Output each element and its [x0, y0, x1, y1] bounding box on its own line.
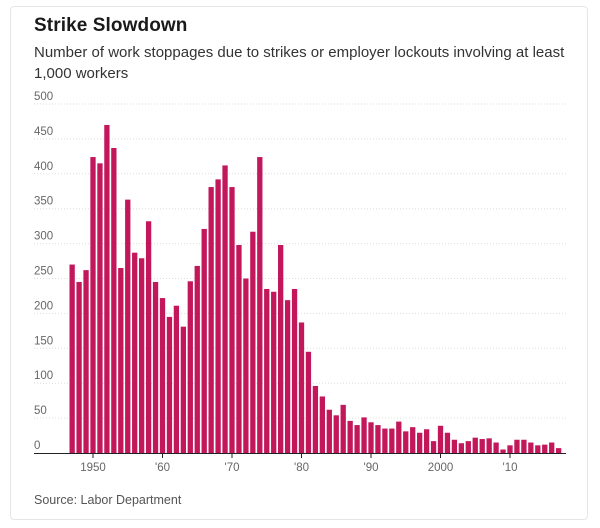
bar-1965: [194, 265, 200, 453]
bar-1967: [208, 187, 214, 453]
bar-1958: [145, 221, 152, 453]
bar-1960: [159, 298, 166, 453]
bar-2015: [542, 444, 548, 453]
bar-1987: [347, 420, 353, 453]
bar-1953: [111, 147, 117, 453]
bar-1982: [312, 385, 319, 453]
bar-1990: [368, 422, 374, 453]
bar-1973: [250, 231, 256, 453]
bar-1989: [361, 417, 367, 453]
bar-1951: [97, 163, 103, 453]
bar-2014: [535, 445, 541, 453]
bar-1968: [215, 179, 221, 453]
bar-1980: [298, 322, 305, 453]
bar-1947: [69, 264, 75, 453]
bar-1996: [410, 427, 416, 453]
bar-1963: [180, 326, 186, 453]
y-tick-label: 400: [34, 161, 53, 173]
bar-1978: [284, 300, 291, 453]
bar-1999: [430, 441, 437, 453]
bar-2002: [451, 439, 458, 453]
bar-1971: [236, 244, 242, 453]
bar-1954: [118, 268, 124, 453]
x-tick-label: '60: [155, 462, 170, 474]
bar-2004: [465, 441, 471, 453]
x-tick-label: 2000: [428, 462, 454, 474]
bar-1956: [132, 252, 138, 453]
bar-2003: [458, 443, 464, 453]
bar-1979: [291, 288, 298, 453]
y-tick-label: 50: [34, 405, 47, 417]
bar-1988: [354, 425, 360, 453]
x-tick-label: 1950: [80, 462, 106, 474]
y-tick-label: 450: [34, 126, 53, 138]
bar-1976: [271, 291, 277, 453]
bar-1966: [201, 228, 207, 453]
x-tick-label: '10: [503, 462, 518, 474]
y-tick-label: 300: [34, 231, 53, 243]
bar-1964: [187, 281, 193, 453]
bar-1972: [243, 278, 249, 453]
bar-1948: [76, 281, 82, 453]
bar-1970: [229, 187, 235, 453]
y-tick-label: 200: [34, 300, 53, 312]
y-tick-label: 500: [34, 91, 53, 103]
y-tick-label: 150: [34, 335, 53, 347]
bar-2000: [437, 425, 444, 453]
bar-2007: [486, 438, 492, 453]
bar-1975: [264, 288, 270, 453]
bar-1984: [326, 409, 332, 453]
bar-1992: [382, 428, 388, 453]
bar-1991: [375, 425, 381, 453]
bar-1997: [417, 432, 423, 453]
bar-1977: [278, 244, 284, 453]
bar-1985: [333, 415, 339, 453]
bar-2008: [493, 442, 499, 453]
bar-2011: [514, 439, 520, 453]
y-tick-label: 0: [34, 440, 40, 452]
bar-1961: [166, 316, 173, 453]
bar-1952: [104, 124, 110, 453]
bar-1950: [90, 157, 96, 453]
bar-1962: [173, 305, 180, 453]
bar-1998: [423, 429, 430, 453]
bar-2005: [472, 437, 478, 453]
bar-1995: [403, 431, 409, 453]
chart-title: Strike Slowdown: [34, 15, 188, 36]
bar-1983: [319, 396, 325, 453]
bar-1994: [396, 421, 402, 453]
bar-2010: [507, 445, 513, 453]
y-tick-label: 350: [34, 196, 53, 208]
x-tick-label: '70: [225, 462, 240, 474]
chart-source: Source: Labor Department: [34, 493, 182, 507]
bar-1959: [152, 281, 159, 453]
bar-1969: [222, 165, 228, 453]
bar-2006: [479, 439, 485, 453]
bar-2001: [444, 432, 451, 453]
bar-1974: [257, 157, 263, 453]
y-tick-label: 250: [34, 266, 53, 278]
bar-1949: [83, 270, 89, 453]
bar-1981: [305, 351, 312, 453]
x-tick-label: '90: [364, 462, 379, 474]
bar-2013: [528, 442, 534, 453]
bar-2017: [556, 448, 562, 453]
bar-1993: [389, 428, 395, 453]
bar-2012: [521, 439, 527, 453]
bar-1957: [139, 258, 145, 453]
x-tick-label: '80: [294, 462, 309, 474]
bar-2016: [549, 442, 555, 453]
chart-subtitle: Number of work stoppages due to strikes …: [34, 44, 565, 82]
bar-1986: [340, 404, 346, 453]
bar-2009: [500, 449, 506, 453]
bar-1955: [125, 199, 131, 453]
y-tick-label: 100: [34, 370, 53, 382]
